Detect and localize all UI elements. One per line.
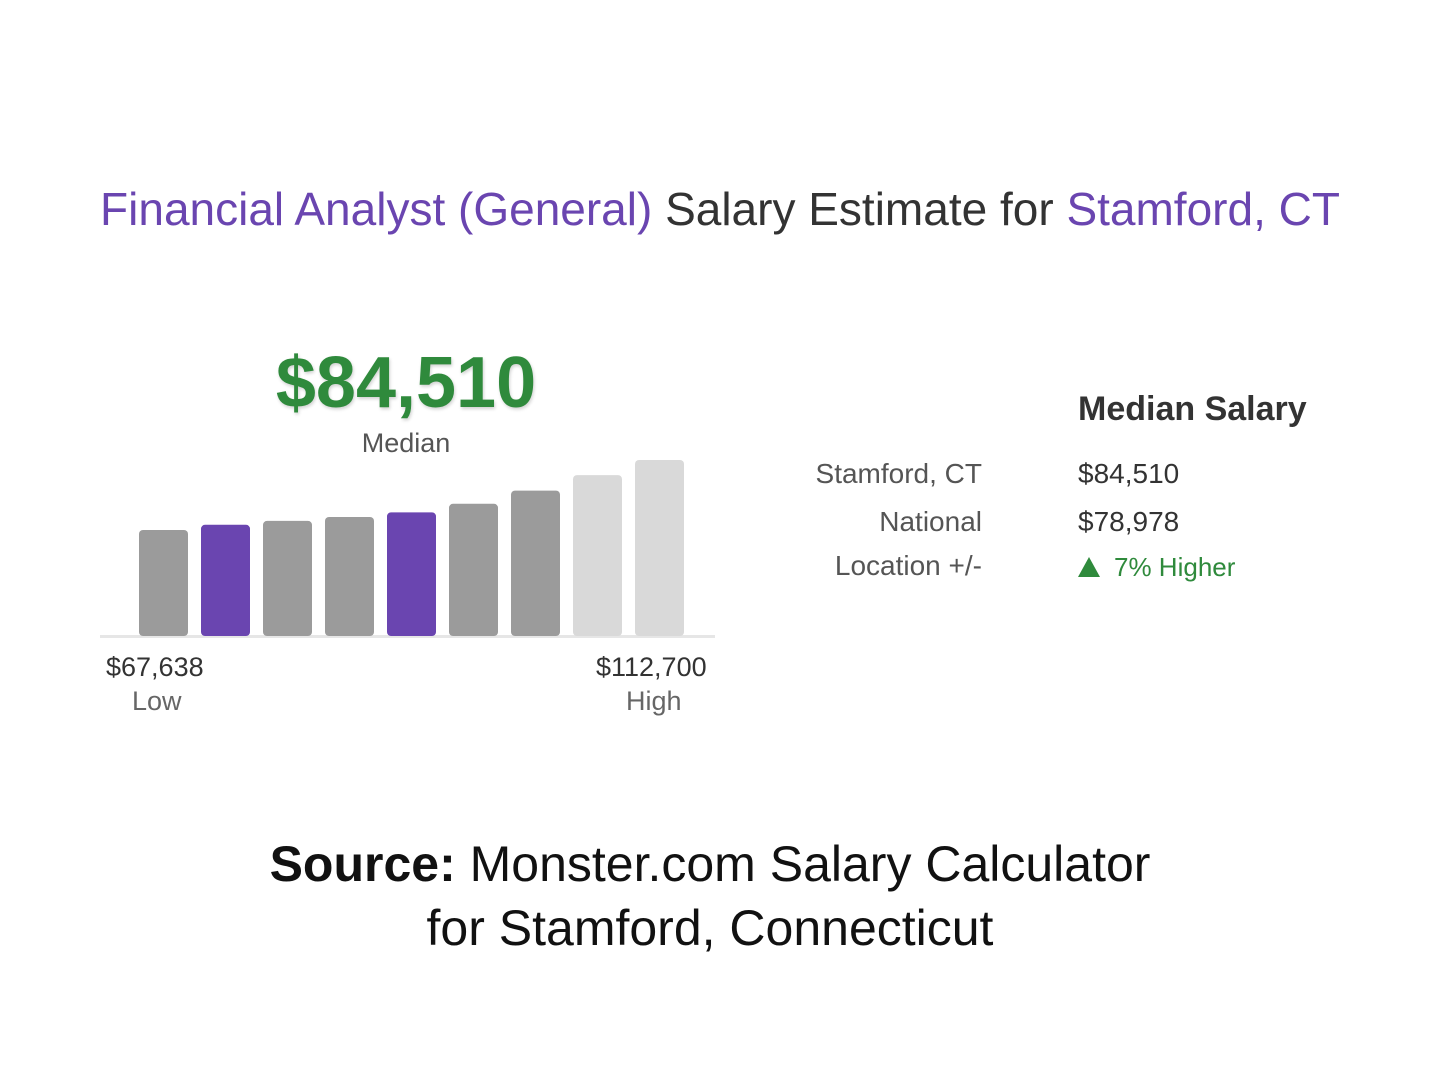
salary-distribution-chart <box>100 460 715 638</box>
row-label-location-diff: Location +/- <box>834 550 982 581</box>
title-middle: Salary Estimate for <box>652 183 1067 235</box>
location-diff-text: 7% Higher <box>1114 552 1236 582</box>
source-line-2: for Stamford, Connecticut <box>426 900 994 956</box>
salary-bar-1 <box>139 530 188 636</box>
salary-bar-2 <box>201 524 250 636</box>
row-label-national: National <box>879 506 982 537</box>
chart-baseline <box>100 635 715 638</box>
row-value-stamford: $84,510 <box>1078 458 1180 489</box>
salary-bar-9 <box>635 460 684 636</box>
row-label-stamford: Stamford, CT <box>815 458 982 489</box>
salary-bar-8 <box>573 475 622 636</box>
median-salary-label: Median <box>361 428 451 458</box>
low-salary-value: $67,638 <box>106 652 204 682</box>
salary-bar-6 <box>449 503 498 636</box>
low-salary-label: Low <box>132 686 182 716</box>
salary-bar-4 <box>325 517 374 636</box>
title-job: Financial Analyst (General) <box>100 183 653 235</box>
source-label: Source: <box>269 836 456 892</box>
salary-bar-3 <box>263 520 312 636</box>
median-table-heading: Median Salary <box>1078 390 1307 428</box>
salary-bar-7 <box>511 490 560 636</box>
high-salary-label: High <box>626 686 682 716</box>
salary-bar-5 <box>387 512 436 636</box>
row-value-location-diff: 7% Higher <box>1078 552 1235 583</box>
high-salary-value: $112,700 <box>596 652 707 682</box>
up-triangle-icon <box>1078 557 1100 577</box>
source-text-1: Monster.com Salary Calculator <box>455 836 1151 892</box>
source-line-1: Source: Monster.com Salary Calculator <box>0 832 1420 896</box>
row-value-national: $78,978 <box>1078 506 1180 537</box>
title-location: Stamford, CT <box>1066 183 1340 235</box>
chart-title: Financial Analyst (General) Salary Estim… <box>0 182 1440 236</box>
median-salary-value: $84,510 <box>275 343 537 423</box>
source-caption: Source: Monster.com Salary Calculator fo… <box>0 832 1420 960</box>
